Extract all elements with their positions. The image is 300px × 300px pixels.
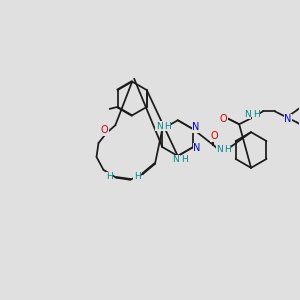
Text: N: N <box>172 155 179 164</box>
Text: O: O <box>100 125 108 135</box>
Text: H: H <box>181 155 188 164</box>
Text: N: N <box>193 122 200 132</box>
Text: N: N <box>194 143 201 153</box>
Text: H: H <box>224 145 231 154</box>
Text: O: O <box>211 131 218 141</box>
Text: N: N <box>216 145 223 154</box>
Text: H: H <box>106 172 113 181</box>
Text: N: N <box>244 110 250 119</box>
Text: O: O <box>220 114 227 124</box>
Text: N: N <box>156 122 163 131</box>
Text: H: H <box>134 172 140 181</box>
Text: H: H <box>253 110 260 119</box>
Text: H: H <box>164 122 171 131</box>
Text: N: N <box>284 114 291 124</box>
